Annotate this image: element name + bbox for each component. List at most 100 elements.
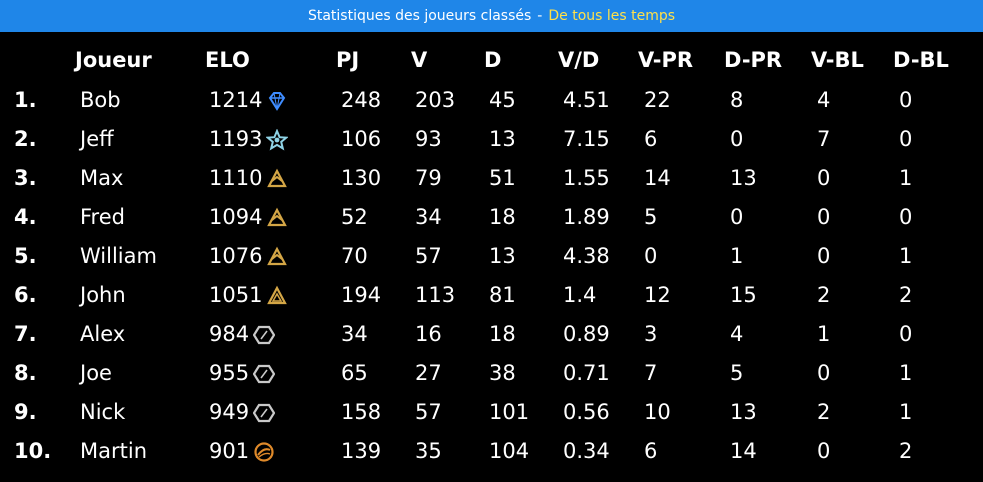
cell-v: 57: [415, 244, 442, 268]
cell-d-bl: 0: [899, 127, 913, 151]
table-row: 4. Fred 1094 52 34 18 1.89 5 0 0 0: [0, 198, 983, 237]
cell-v-bl: 0: [817, 361, 831, 385]
cell-d: 101: [489, 400, 530, 424]
cell-d-bl: 1: [899, 361, 913, 385]
cell-pj: 158: [341, 400, 382, 424]
elo-value: 1076: [209, 244, 263, 268]
cell-vd: 0.56: [563, 400, 610, 424]
cell-v: 27: [415, 361, 442, 385]
cell-v-bl: 2: [817, 400, 831, 424]
cell-pj: 194: [341, 283, 382, 307]
header-v-pr: V-PR: [638, 48, 694, 72]
header-d: D: [484, 48, 502, 72]
silver-hexagon-icon: [253, 402, 276, 424]
cell-d-bl: 0: [899, 88, 913, 112]
cell-d-bl: 0: [899, 322, 913, 346]
cell-d: 13: [489, 127, 516, 151]
cell-v: 16: [415, 322, 442, 346]
cell-v: 113: [415, 283, 456, 307]
cell-d: 45: [489, 88, 516, 112]
cell-d: 13: [489, 244, 516, 268]
cell-v-pr: 14: [644, 166, 671, 190]
table-row: 1. Bob 1214 248 203 45 4.51 22 8 4 0: [0, 81, 983, 120]
title-main: Statistiques des joueurs classés: [307, 8, 532, 24]
player-name: William: [80, 244, 157, 268]
cell-v-pr: 7: [644, 361, 658, 385]
silver-hexagon-icon: [253, 363, 276, 385]
rank: 5.: [14, 244, 37, 268]
header-d-pr: D-PR: [724, 48, 783, 72]
cell-pj: 106: [341, 127, 382, 151]
table-row: 8. Joe 955 65 27 38 0.71 7 5 0 1: [0, 354, 983, 393]
cell-pj: 65: [341, 361, 368, 385]
cell-v-pr: 5: [644, 205, 658, 229]
table-row: 9. Nick 949 158 57 101 0.56 10 13 2 1: [0, 393, 983, 432]
cell-d-bl: 2: [899, 439, 913, 463]
star-icon: [266, 128, 289, 151]
elo-value: 1110: [209, 166, 263, 190]
cell-v-pr: 12: [644, 283, 671, 307]
table-row: 7. Alex 984 34 16 18 0.89 3 4 1 0: [0, 315, 983, 354]
cell-v-pr: 6: [644, 439, 658, 463]
elo-value: 1051: [209, 283, 263, 307]
player-name: Bob: [80, 88, 121, 112]
cell-d-bl: 1: [899, 400, 913, 424]
cell-v-bl: 0: [817, 166, 831, 190]
elo-cell: 949: [209, 393, 276, 432]
player-name: Fred: [80, 205, 125, 229]
header-v-bl: V-BL: [811, 48, 864, 72]
table-row: 10. Martin 901 139 35 104 0.34 6 14 0 2: [0, 432, 983, 471]
player-name: Alex: [80, 322, 126, 346]
elo-value: 1214: [209, 88, 263, 112]
player-name: Martin: [80, 439, 147, 463]
elo-cell: 1094: [209, 198, 288, 237]
cell-pj: 248: [341, 88, 382, 112]
cell-d-pr: 8: [730, 88, 744, 112]
cell-vd: 1.4: [563, 283, 597, 307]
cell-v-bl: 1: [817, 322, 831, 346]
cell-d-bl: 2: [899, 283, 913, 307]
elo-cell: 1051: [209, 276, 288, 315]
cell-d-pr: 13: [730, 400, 757, 424]
cell-d: 81: [489, 283, 516, 307]
header-v: V: [411, 48, 428, 72]
rank: 4.: [14, 205, 37, 229]
player-name: Nick: [80, 400, 126, 424]
elo-cell: 1110: [209, 159, 288, 198]
cell-v: 79: [415, 166, 442, 190]
elo-cell: 1214: [209, 81, 288, 120]
title-separator: -: [537, 8, 543, 24]
gold-triangle-icon: [266, 285, 288, 307]
table-row: 6. John 1051 194 113 81 1.4 12 15 2 2: [0, 276, 983, 315]
elo-value: 984: [209, 322, 250, 346]
cell-vd: 0.34: [563, 439, 610, 463]
cell-d: 51: [489, 166, 516, 190]
table-row: 2. Jeff 1193 106 93 13 7.15 6 0 7 0: [0, 120, 983, 159]
table-header: Joueur ELO PJ V D V/D V-PR D-PR V-BL D-B…: [0, 41, 983, 80]
cell-pj: 34: [341, 322, 368, 346]
cell-d-pr: 15: [730, 283, 757, 307]
cell-v-pr: 10: [644, 400, 671, 424]
cell-v: 93: [415, 127, 442, 151]
elo-cell: 1076: [209, 237, 288, 276]
elo-value: 955: [209, 361, 250, 385]
silver-hexagon-icon: [253, 324, 276, 346]
elo-cell: 1193: [209, 120, 289, 159]
cell-d-pr: 0: [730, 205, 744, 229]
cell-vd: 4.51: [563, 88, 610, 112]
cell-vd: 1.55: [563, 166, 610, 190]
cell-d-bl: 0: [899, 205, 913, 229]
cell-d-pr: 13: [730, 166, 757, 190]
elo-value: 1094: [209, 205, 263, 229]
rank: 9.: [14, 400, 37, 424]
title-period: De tous les temps: [548, 8, 676, 24]
cell-v: 34: [415, 205, 442, 229]
diamond-icon: [266, 90, 288, 112]
header-pj: PJ: [336, 48, 360, 72]
elo-value: 949: [209, 400, 250, 424]
cell-v-bl: 4: [817, 88, 831, 112]
rank: 1.: [14, 88, 37, 112]
cell-d: 104: [489, 439, 530, 463]
cell-d-bl: 1: [899, 244, 913, 268]
cell-d-pr: 14: [730, 439, 757, 463]
